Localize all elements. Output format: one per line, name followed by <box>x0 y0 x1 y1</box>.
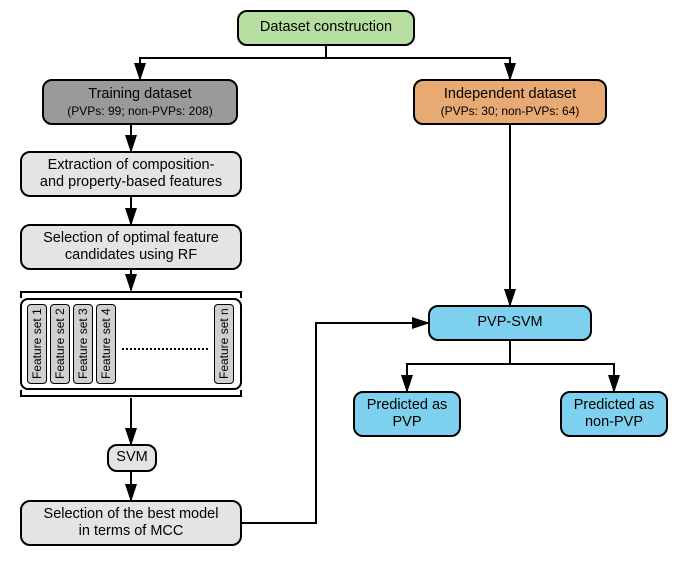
node-extraction: Extraction of composition- and property-… <box>20 151 242 197</box>
label-line1: Selection of the best model <box>44 506 219 523</box>
label: Training dataset <box>88 86 191 103</box>
node-selection-rf: Selection of optimal feature candidates … <box>20 224 242 270</box>
node-training-dataset: Training dataset (PVPs: 99; non-PVPs: 20… <box>42 79 238 125</box>
label-line1: Extraction of composition- <box>48 157 215 174</box>
label: Dataset construction <box>260 19 392 36</box>
node-predicted-nonpvp: Predicted as non-PVP <box>560 391 668 437</box>
node-selection-mcc: Selection of the best model in terms of … <box>20 500 242 546</box>
node-pvp-svm: PVP-SVM <box>428 305 592 341</box>
bracket-top <box>20 291 242 298</box>
node-predicted-pvp: Predicted as PVP <box>353 391 461 437</box>
node-svm: SVM <box>107 444 157 472</box>
feature-set-item: Feature set 2 <box>50 304 70 384</box>
sublabel: (PVPs: 30; non-PVPs: 64) <box>441 104 580 118</box>
feature-set-item: Feature set n <box>214 304 234 384</box>
feature-ellipsis <box>122 348 208 350</box>
feature-set-item: Feature set 4 <box>96 304 116 384</box>
label-line2: non-PVP <box>585 414 643 431</box>
label: SVM <box>116 449 147 466</box>
label-line1: Predicted as <box>574 397 655 414</box>
node-dataset-construction: Dataset construction <box>237 10 415 46</box>
sublabel: (PVPs: 99; non-PVPs: 208) <box>67 104 212 118</box>
node-independent-dataset: Independent dataset (PVPs: 30; non-PVPs:… <box>413 79 607 125</box>
label-line2: candidates using RF <box>65 247 197 264</box>
label-line1: Predicted as <box>367 397 448 414</box>
label-line2: in terms of MCC <box>79 523 184 540</box>
label-line2: and property-based features <box>40 174 222 191</box>
bracket-bottom <box>20 390 242 397</box>
label-line1: Selection of optimal feature <box>43 230 219 247</box>
label: Independent dataset <box>444 86 576 103</box>
label: PVP-SVM <box>477 314 542 331</box>
feature-set-item: Feature set 1 <box>27 304 47 384</box>
label-line2: PVP <box>392 414 421 431</box>
feature-set-item: Feature set 3 <box>73 304 93 384</box>
